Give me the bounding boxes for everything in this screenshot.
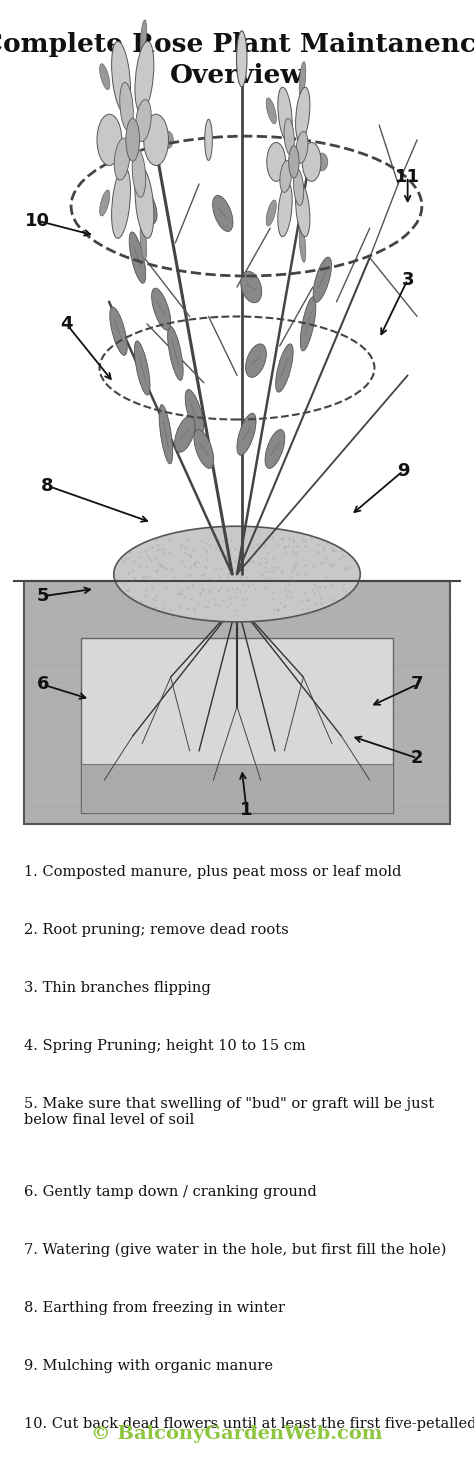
Bar bbox=[81, 637, 393, 813]
Ellipse shape bbox=[205, 119, 212, 160]
Ellipse shape bbox=[299, 62, 306, 97]
Ellipse shape bbox=[266, 99, 276, 124]
Text: 4. Spring Pruning; height 10 to 15 cm: 4. Spring Pruning; height 10 to 15 cm bbox=[24, 1039, 305, 1052]
Bar bbox=[81, 764, 393, 813]
Ellipse shape bbox=[111, 41, 130, 113]
Bar bbox=[24, 581, 450, 824]
Ellipse shape bbox=[175, 417, 195, 452]
Ellipse shape bbox=[246, 344, 266, 377]
Text: 8: 8 bbox=[41, 477, 54, 495]
Text: 8. Earthing from freezing in winter: 8. Earthing from freezing in winter bbox=[24, 1301, 285, 1314]
Ellipse shape bbox=[194, 430, 214, 468]
Ellipse shape bbox=[278, 183, 292, 237]
Ellipse shape bbox=[301, 297, 316, 350]
Text: 9. Mulching with organic manure: 9. Mulching with organic manure bbox=[24, 1359, 273, 1373]
Ellipse shape bbox=[213, 196, 233, 231]
Text: 3: 3 bbox=[401, 271, 414, 289]
Text: 7. Watering (give water in the hole, but first fill the hole): 7. Watering (give water in the hole, but… bbox=[24, 1242, 446, 1257]
Ellipse shape bbox=[129, 233, 146, 283]
Ellipse shape bbox=[137, 188, 157, 224]
Circle shape bbox=[126, 118, 139, 162]
Ellipse shape bbox=[135, 342, 150, 394]
Ellipse shape bbox=[159, 405, 173, 464]
Ellipse shape bbox=[100, 190, 110, 216]
Ellipse shape bbox=[302, 143, 321, 181]
Text: 2: 2 bbox=[411, 749, 423, 767]
Text: 1. Composted manure, plus peat moss or leaf mold: 1. Composted manure, plus peat moss or l… bbox=[24, 866, 401, 879]
Ellipse shape bbox=[296, 183, 310, 237]
Text: 9: 9 bbox=[397, 462, 409, 480]
Ellipse shape bbox=[111, 166, 130, 238]
Ellipse shape bbox=[132, 149, 146, 197]
Text: 6. Gently tamp down / cranking ground: 6. Gently tamp down / cranking ground bbox=[24, 1185, 317, 1200]
Ellipse shape bbox=[140, 21, 146, 56]
Ellipse shape bbox=[110, 308, 127, 355]
Ellipse shape bbox=[135, 41, 154, 113]
Ellipse shape bbox=[293, 169, 304, 206]
Text: 1: 1 bbox=[240, 801, 253, 818]
Ellipse shape bbox=[266, 200, 276, 225]
Ellipse shape bbox=[136, 100, 151, 141]
Ellipse shape bbox=[278, 87, 292, 141]
Text: 5. Make sure that swelling of "bud" or graft will be just
below final level of s: 5. Make sure that swelling of "bud" or g… bbox=[24, 1097, 434, 1128]
Text: 5: 5 bbox=[36, 587, 49, 605]
Ellipse shape bbox=[237, 31, 247, 87]
Ellipse shape bbox=[267, 143, 285, 181]
Ellipse shape bbox=[185, 390, 203, 434]
Text: 10. Cut back dead flowers until at least the first five-petalled: 10. Cut back dead flowers until at least… bbox=[24, 1418, 474, 1431]
Ellipse shape bbox=[237, 414, 256, 455]
Ellipse shape bbox=[299, 227, 306, 262]
Ellipse shape bbox=[296, 87, 310, 141]
Text: Complete Rose Plant Maintanence
Overview: Complete Rose Plant Maintanence Overview bbox=[0, 32, 474, 88]
Ellipse shape bbox=[241, 271, 262, 303]
Text: 10: 10 bbox=[26, 212, 50, 230]
Ellipse shape bbox=[316, 153, 328, 171]
Ellipse shape bbox=[152, 289, 171, 330]
Ellipse shape bbox=[284, 118, 294, 155]
Text: 4: 4 bbox=[60, 315, 73, 333]
Ellipse shape bbox=[114, 138, 130, 180]
Ellipse shape bbox=[114, 527, 360, 623]
Ellipse shape bbox=[135, 166, 154, 238]
Ellipse shape bbox=[140, 224, 146, 259]
Text: 7: 7 bbox=[411, 676, 423, 693]
Ellipse shape bbox=[120, 82, 133, 131]
Text: 2. Root pruning; remove dead roots: 2. Root pruning; remove dead roots bbox=[24, 923, 289, 938]
Circle shape bbox=[289, 146, 299, 178]
Ellipse shape bbox=[276, 344, 293, 392]
Text: 11: 11 bbox=[395, 168, 420, 185]
Text: 6: 6 bbox=[36, 676, 49, 693]
Text: © BalconyGardenWeb.com: © BalconyGardenWeb.com bbox=[91, 1425, 383, 1443]
Ellipse shape bbox=[313, 258, 331, 302]
Ellipse shape bbox=[97, 115, 122, 165]
Text: 3. Thin branches flipping: 3. Thin branches flipping bbox=[24, 980, 210, 995]
Ellipse shape bbox=[144, 115, 168, 165]
Ellipse shape bbox=[168, 327, 183, 380]
Ellipse shape bbox=[265, 430, 285, 468]
Ellipse shape bbox=[161, 131, 173, 149]
Ellipse shape bbox=[296, 131, 308, 163]
Ellipse shape bbox=[280, 160, 292, 193]
Ellipse shape bbox=[100, 63, 110, 90]
